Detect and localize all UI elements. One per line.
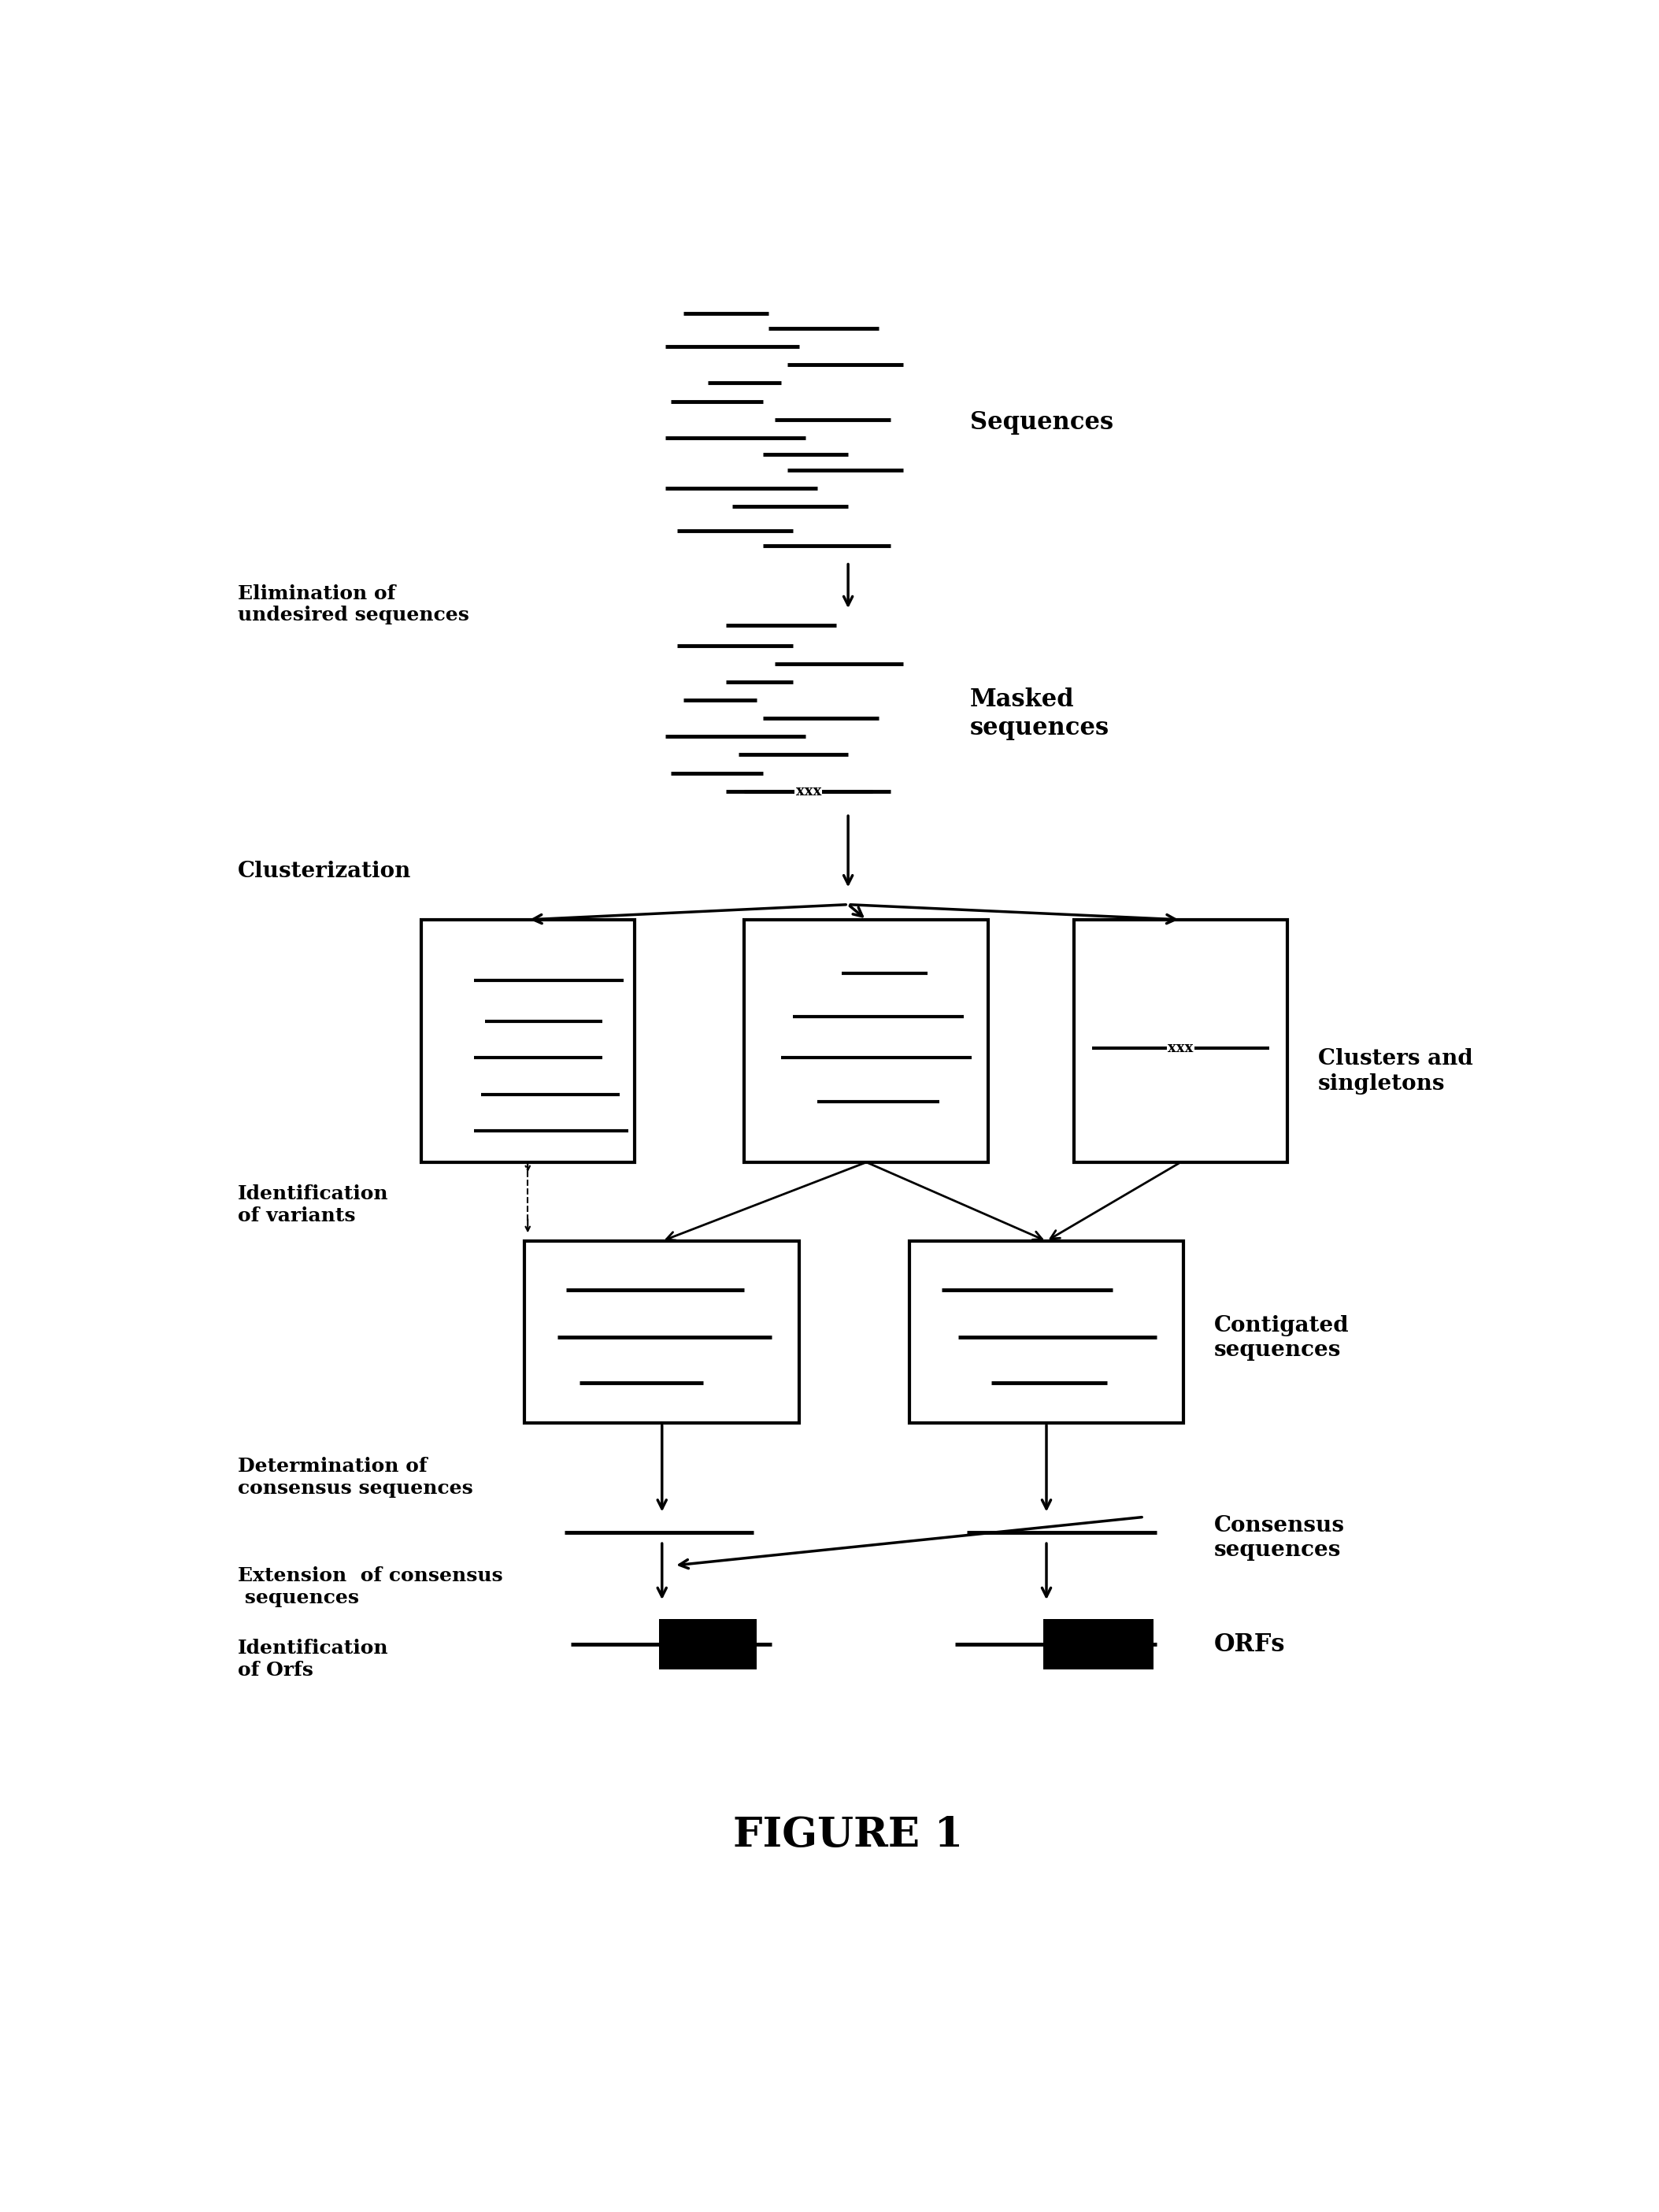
Bar <box>745 920 989 1161</box>
Text: Elimination of
undesired sequences: Elimination of undesired sequences <box>237 584 469 624</box>
Bar <box>1073 920 1287 1161</box>
Text: ORFs: ORFs <box>1214 1632 1286 1657</box>
Text: Identification
of Orfs: Identification of Orfs <box>237 1639 388 1679</box>
Text: Contigated
sequences: Contigated sequences <box>1214 1316 1349 1360</box>
Bar <box>421 920 634 1161</box>
Bar <box>524 1241 800 1422</box>
Text: Sequences: Sequences <box>971 409 1113 436</box>
Text: Identification
of variants: Identification of variants <box>237 1183 388 1225</box>
Text: FIGURE 1: FIGURE 1 <box>733 1816 964 1856</box>
Text: Masked
sequences: Masked sequences <box>971 688 1110 739</box>
Bar <box>909 1241 1185 1422</box>
Text: Extension  of consensus
 sequences: Extension of consensus sequences <box>237 1566 503 1608</box>
Text: xxx: xxx <box>796 783 821 799</box>
Text: Clusters and
singletons: Clusters and singletons <box>1317 1048 1473 1095</box>
Text: Consensus
sequences: Consensus sequences <box>1214 1515 1345 1562</box>
Bar <box>1044 1619 1153 1670</box>
Text: Determination of
consensus sequences: Determination of consensus sequences <box>237 1458 473 1498</box>
Bar <box>659 1619 757 1670</box>
Text: Clusterization: Clusterization <box>237 860 411 883</box>
Text: xxx: xxx <box>1168 1042 1193 1055</box>
